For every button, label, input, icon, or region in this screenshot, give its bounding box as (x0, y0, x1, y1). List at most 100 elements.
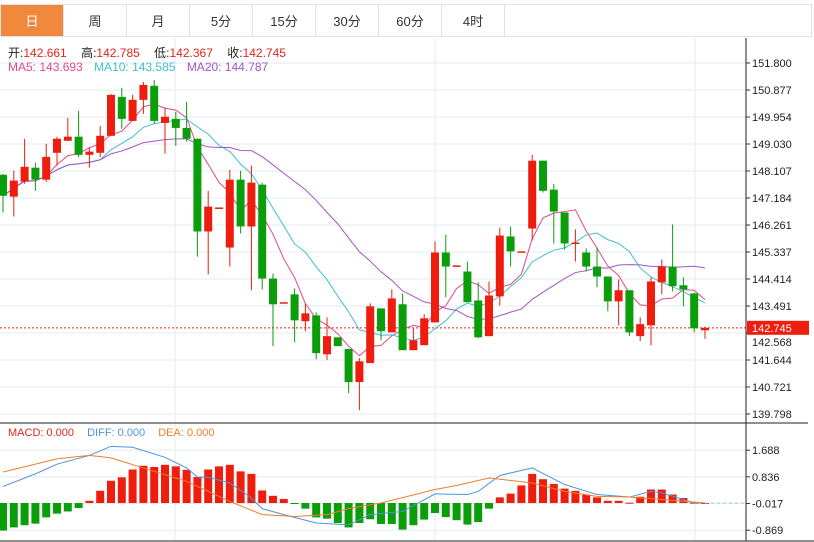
candle-down (269, 278, 277, 305)
candle-up (366, 306, 375, 364)
candle-up (42, 156, 51, 180)
candle-down (690, 293, 699, 329)
candle-down (150, 85, 159, 121)
ma10-line (2, 118, 706, 342)
tab-60min[interactable]: 60分 (379, 5, 442, 36)
current-price-label: 142.745 (752, 323, 792, 335)
macd-bar (323, 503, 331, 519)
macd-bar (593, 497, 601, 503)
tab-5min[interactable]: 5分 (190, 5, 253, 36)
macd-bar (20, 503, 29, 526)
macd-bar (625, 502, 634, 504)
macd-bar (452, 503, 461, 521)
tab-week[interactable]: 周 (64, 5, 127, 36)
macd-bar (225, 464, 234, 503)
candle-up (215, 207, 223, 209)
candle-up (279, 302, 288, 304)
price-axis: 151.800 150.877 149.954 149.030 148.107 147.1… (0, 38, 814, 542)
candle-down (506, 236, 515, 252)
macd-bar (603, 500, 612, 503)
price-tick-label: 150.877 (752, 85, 792, 97)
ma20-value: MA20: 144.787 (186, 60, 269, 74)
ma20-line (2, 138, 706, 320)
moving-averages (2, 103, 706, 357)
macd-readout: MACD: 0.000 DIFF: 0.000 DEA: 0.000 (8, 427, 215, 439)
macd-bar (193, 477, 202, 503)
macd-bar (549, 483, 558, 503)
candle-up (517, 251, 526, 253)
candle-down (258, 184, 267, 279)
candle-down (344, 349, 353, 383)
macd-bar (636, 496, 645, 503)
candle-up (225, 179, 234, 248)
macd-bar (441, 503, 450, 518)
candle-down (441, 252, 450, 267)
macd-bar (269, 495, 277, 503)
diff-value: DIFF: 0.000 (87, 427, 146, 439)
macd-bar (74, 503, 83, 509)
macd-bar (161, 464, 169, 503)
current-price-badge (747, 320, 809, 335)
tab-4hour[interactable]: 4时 (442, 5, 505, 36)
tab-month[interactable]: 月 (127, 5, 190, 36)
macd-bar (333, 503, 342, 524)
candle-down (603, 276, 612, 302)
macd-bar (387, 503, 396, 524)
candle-up (387, 298, 396, 333)
macd-bar (355, 503, 364, 524)
macd-bar (506, 493, 515, 503)
candle-down (593, 266, 601, 277)
low-value: 142.367 (169, 46, 213, 60)
macd-bar (96, 490, 105, 503)
price-tick-label: 149.030 (752, 139, 792, 151)
candle-down (582, 252, 591, 267)
macd-bar (582, 494, 591, 503)
candle-up (161, 116, 169, 123)
macd-bar (31, 503, 40, 524)
price-tick-label: 145.337 (752, 247, 792, 259)
macd-bar (182, 469, 191, 503)
candle-down (625, 290, 634, 333)
tab-day[interactable]: 日 (1, 5, 64, 36)
macd-bar (63, 503, 72, 512)
macd-bar (495, 497, 504, 503)
candle-down (398, 304, 407, 351)
macd-bar (539, 479, 547, 503)
price-tick-label: 140.721 (752, 382, 792, 394)
close-value: 142.745 (242, 46, 286, 60)
candle-down (474, 300, 483, 338)
macd-bar (85, 500, 94, 503)
price-tick-label: 151.800 (752, 58, 792, 70)
macd-bar (42, 503, 51, 518)
candle-down (0, 174, 7, 196)
macd-bar (463, 503, 472, 525)
high-label: 高: (81, 46, 97, 60)
macd-bar (528, 473, 537, 503)
candle-up (204, 206, 213, 232)
macd-bar (647, 489, 655, 503)
open-value: 142.661 (23, 46, 67, 60)
tab-30min[interactable]: 30分 (316, 5, 379, 36)
candle-down (463, 271, 472, 303)
candle-down (377, 308, 385, 332)
macd-bar (344, 503, 353, 528)
macd-bar (150, 467, 159, 503)
macd-bar (0, 503, 7, 531)
ma-readout: MA5: 143.693 MA10: 143.585 MA20: 144.787 (8, 60, 268, 74)
macd-bar (571, 490, 580, 503)
macd-bar (53, 503, 61, 514)
price-tick-label: 139.798 (752, 409, 792, 421)
macd-panel (0, 445, 746, 531)
price-tick-label: 146.261 (752, 220, 792, 232)
candle-up (657, 266, 666, 283)
grid-lines (0, 38, 746, 541)
price-tick-label: 141.644 (752, 355, 792, 367)
tab-15min[interactable]: 15分 (253, 5, 316, 36)
candle-up (301, 313, 310, 322)
macd-tick-label: 1.688 (752, 445, 780, 457)
candlesticks (0, 79, 709, 411)
macd-bar (9, 503, 18, 528)
candle-up (495, 235, 504, 297)
macd-value: MACD: 0.000 (8, 427, 75, 439)
